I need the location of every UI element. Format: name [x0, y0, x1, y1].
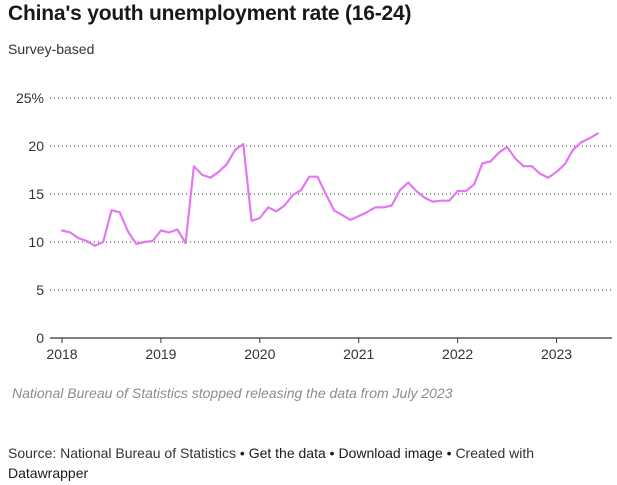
footer-separator: • [446, 445, 452, 461]
get-the-data-link[interactable]: Get the data [248, 445, 326, 461]
chart-title: China's youth unemployment rate (16-24) [8, 2, 412, 25]
footer-separator: • [329, 445, 335, 461]
x-axis: 2018 2019 2020 2021 2022 2023 [46, 337, 612, 362]
y-tick-label: 0 [36, 330, 44, 346]
series-line [60, 132, 599, 247]
line-chart: 0 5 10 15 20 25% 2018 2019 2020 2021 2022 2023 [16, 90, 612, 362]
chart-subtitle: Survey-based [8, 41, 95, 57]
x-tick-label: 2020 [244, 346, 275, 362]
footer-separator: • [239, 445, 245, 461]
download-image-link[interactable]: Download image [338, 445, 443, 461]
y-tick-label: 10 [28, 234, 44, 250]
y-tick-label: 20 [28, 138, 44, 154]
x-tick-label: 2021 [343, 346, 374, 362]
chart-note: National Bureau of Statistics stopped re… [12, 385, 453, 401]
x-tick-label: 2023 [541, 346, 572, 362]
gridlines [50, 97, 612, 291]
y-tick-label: 25% [16, 90, 44, 106]
y-tick-label: 15 [28, 186, 44, 202]
x-tick-label: 2018 [46, 346, 77, 362]
chart-footer: Source: National Bureau of Statistics • … [8, 443, 608, 483]
y-axis-tick-labels: 0 5 10 15 20 25% [16, 90, 44, 346]
y-tick-label: 5 [36, 282, 44, 298]
source-text: Source: National Bureau of Statistics [8, 445, 237, 461]
x-tick-label: 2022 [442, 346, 473, 362]
datawrapper-link[interactable]: Datawrapper [8, 465, 89, 481]
series-layer [60, 132, 599, 247]
x-tick-label: 2019 [145, 346, 176, 362]
created-with-text: Created with [455, 445, 535, 461]
